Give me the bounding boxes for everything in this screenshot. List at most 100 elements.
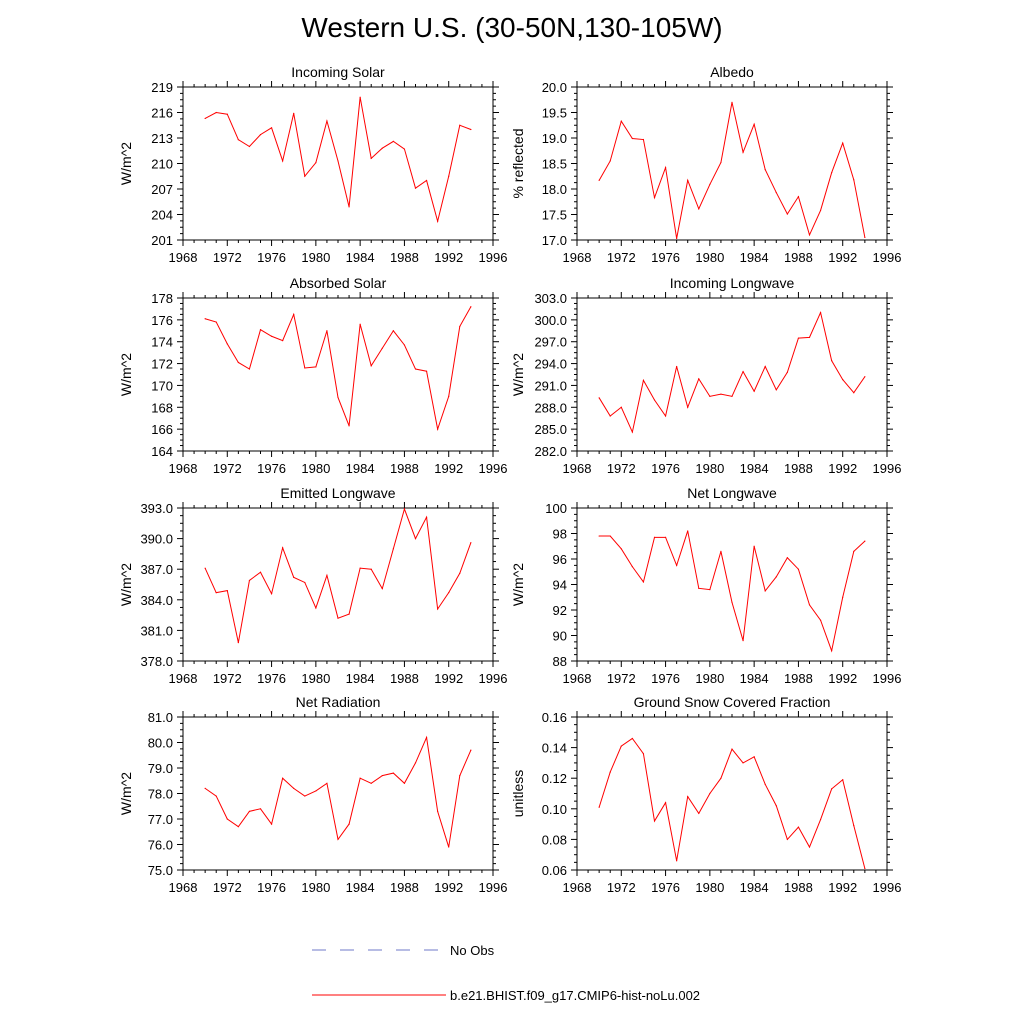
data-point bbox=[237, 139, 239, 141]
data-point bbox=[204, 567, 206, 569]
page-title: Western U.S. (30-50N,130-105W) bbox=[301, 12, 723, 43]
data-point bbox=[337, 838, 339, 841]
data-point bbox=[631, 566, 633, 568]
data-point bbox=[248, 579, 251, 582]
data-point bbox=[326, 330, 328, 332]
data-point bbox=[259, 808, 262, 810]
data-point bbox=[764, 169, 766, 171]
plot-frame bbox=[182, 297, 494, 452]
data-point bbox=[609, 535, 611, 537]
data-point bbox=[315, 162, 317, 164]
data-point bbox=[842, 142, 844, 144]
y-axis-label: unitless bbox=[510, 770, 526, 817]
data-point bbox=[797, 568, 800, 570]
data-point bbox=[753, 545, 755, 547]
data-point bbox=[731, 101, 733, 103]
data-point bbox=[270, 823, 273, 825]
x-tick-label: 1996 bbox=[873, 671, 902, 686]
data-point bbox=[775, 191, 777, 194]
data-point bbox=[215, 592, 217, 594]
y-axis-label: W/m^2 bbox=[118, 563, 134, 606]
y-tick-label: 79.0 bbox=[148, 761, 173, 776]
y-tick-label: 0.10 bbox=[542, 802, 567, 817]
data-point bbox=[359, 777, 361, 779]
x-tick-label: 1972 bbox=[607, 250, 636, 265]
data-point bbox=[853, 392, 855, 394]
data-point bbox=[470, 306, 472, 308]
x-tick-label: 1968 bbox=[169, 461, 198, 476]
data-point bbox=[226, 818, 228, 820]
data-point bbox=[720, 550, 722, 552]
y-tick-label: 81.0 bbox=[148, 710, 173, 725]
data-point bbox=[304, 581, 306, 584]
data-point bbox=[842, 596, 844, 598]
data-point bbox=[797, 826, 800, 828]
data-point bbox=[348, 206, 350, 208]
data-point bbox=[315, 366, 317, 368]
y-tick-label: 207 bbox=[151, 182, 173, 197]
data-point bbox=[642, 753, 645, 755]
y-tick-label: 219 bbox=[151, 80, 173, 95]
data-point bbox=[819, 209, 822, 212]
data-point bbox=[259, 329, 262, 331]
data-point bbox=[259, 571, 262, 573]
panel-title: Incoming Solar bbox=[291, 64, 385, 80]
y-tick-label: 288.0 bbox=[534, 400, 567, 415]
x-tick-label: 1992 bbox=[828, 671, 857, 686]
data-point bbox=[237, 826, 239, 828]
data-point bbox=[459, 572, 461, 574]
x-tick-label: 1988 bbox=[390, 880, 419, 895]
data-point bbox=[337, 160, 339, 162]
y-tick-label: 0.08 bbox=[542, 832, 567, 847]
data-point bbox=[248, 145, 251, 148]
chart-panel-2: Albedo 1968 1972 1976 1980 1984 1988 1992 1996 17… bbox=[510, 64, 901, 265]
data-point bbox=[642, 581, 645, 583]
y-tick-label: 78.0 bbox=[148, 787, 173, 802]
x-tick-label: 1996 bbox=[479, 880, 508, 895]
data-point bbox=[237, 642, 239, 644]
data-point bbox=[381, 347, 383, 349]
data-point bbox=[831, 650, 833, 652]
data-point bbox=[459, 325, 461, 328]
x-tick-label: 1972 bbox=[607, 671, 636, 686]
x-tick-label: 1980 bbox=[301, 250, 330, 265]
y-tick-label: 387.0 bbox=[140, 562, 173, 577]
data-point bbox=[370, 782, 372, 784]
x-tick-label: 1992 bbox=[434, 250, 463, 265]
data-point bbox=[753, 123, 755, 125]
plot-frame bbox=[576, 86, 888, 241]
series-line bbox=[204, 97, 472, 224]
x-tick-label: 1984 bbox=[740, 880, 769, 895]
data-point bbox=[215, 321, 217, 323]
x-tick-label: 1988 bbox=[784, 461, 813, 476]
x-tick-label: 1988 bbox=[390, 461, 419, 476]
data-point bbox=[742, 151, 744, 153]
data-point bbox=[598, 179, 600, 181]
data-point bbox=[326, 120, 328, 122]
data-point bbox=[470, 749, 472, 751]
panel-title: Incoming Longwave bbox=[670, 275, 795, 291]
y-tick-label: 20.0 bbox=[542, 80, 567, 95]
data-point bbox=[248, 810, 251, 812]
y-tick-label: 0.06 bbox=[542, 863, 567, 878]
x-tick-label: 1984 bbox=[346, 250, 375, 265]
y-tick-label: 170 bbox=[151, 378, 173, 393]
x-tick-label: 1984 bbox=[346, 880, 375, 895]
y-tick-label: 178 bbox=[151, 291, 173, 306]
data-point bbox=[293, 787, 295, 790]
data-point bbox=[270, 127, 273, 129]
data-point bbox=[653, 820, 656, 822]
data-point bbox=[764, 783, 766, 785]
data-point bbox=[720, 777, 722, 779]
x-tick-label: 1968 bbox=[563, 250, 592, 265]
x-tick-label: 1992 bbox=[434, 671, 463, 686]
y-tick-label: 300.0 bbox=[534, 313, 567, 328]
data-point bbox=[664, 415, 667, 417]
x-tick-label: 1984 bbox=[740, 250, 769, 265]
data-point bbox=[304, 367, 306, 369]
series-line bbox=[598, 102, 866, 239]
x-tick-label: 1980 bbox=[301, 461, 330, 476]
y-axis-label: W/m^2 bbox=[118, 772, 134, 815]
data-point bbox=[315, 607, 317, 609]
data-point bbox=[348, 823, 350, 825]
